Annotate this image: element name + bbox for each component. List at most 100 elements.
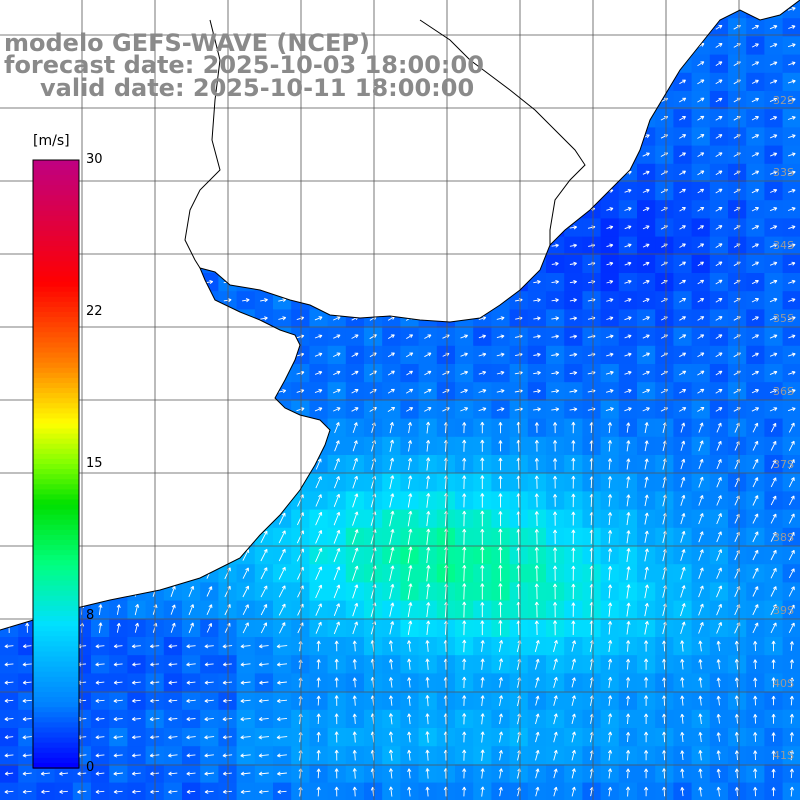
wind-arrow [626,713,631,725]
wind-arrow [113,644,123,649]
wind-arrow [204,680,214,685]
wind-arrow [716,659,721,670]
wind-arrow [498,583,503,600]
wind-arrow [205,279,214,285]
colorbar-segment [33,251,79,258]
wind-arrow [751,316,759,321]
wind-arrow [753,713,758,724]
wind-arrow [770,477,777,488]
wind-arrow [40,771,50,776]
wind-arrow [498,750,503,761]
wind-arrow [204,717,214,722]
wind-arrow [788,25,796,29]
wind-arrow [715,79,723,85]
wind-arrow [426,511,431,527]
wind-arrow [389,457,395,471]
colorbar-segment [33,702,79,708]
wind-arrow [406,334,414,339]
wind-arrow [716,621,723,634]
wind-arrow [186,753,196,758]
wind-arrow [770,188,778,193]
wind-arrow [240,662,251,667]
colorbar-segment [33,631,79,638]
wind-arrow [770,513,777,524]
wind-arrow [680,512,686,525]
wind-arrow [352,493,359,508]
wind-arrow [569,352,578,357]
wind-arrow [771,677,776,688]
wind-arrow [498,421,503,434]
wind-arrow [662,731,667,743]
wind-arrow [770,116,778,121]
wind-arrow [352,511,359,526]
wind-arrow [278,566,286,580]
wind-arrow [351,407,359,412]
wind-arrow [222,698,232,703]
wind-arrow [131,644,141,649]
wind-arrow [571,620,576,636]
wind-arrow [751,225,760,230]
wind-arrow [258,698,269,703]
wind-arrow [680,695,685,706]
wind-arrow [407,565,413,582]
wind-arrow [770,152,778,157]
wind-arrow [697,225,704,230]
wind-arrow [697,298,705,303]
wind-arrow [626,566,631,581]
wind-arrow [606,352,614,357]
wind-arrow [258,735,270,740]
wind-arrow [770,549,777,561]
wind-arrow [388,695,394,706]
wind-arrow [4,662,14,667]
wind-arrow [95,680,105,685]
wind-arrow [769,134,778,139]
wind-arrow [788,61,796,66]
wind-arrow [134,603,140,616]
wind-arrow [679,389,687,394]
wind-arrow [168,717,178,722]
wind-arrow [4,698,14,703]
wind-arrow [480,620,485,636]
wind-arrow [333,529,341,544]
wind-arrow [642,298,650,303]
wind-arrow [571,457,576,471]
colorbar-segment [33,590,79,597]
wind-arrow [553,639,558,653]
colorbar-segment [33,190,79,197]
wind-arrow [644,750,649,761]
wind-arrow [4,644,14,649]
wind-arrow [315,476,322,489]
colorbar-segment [33,585,79,592]
wind-arrow [535,731,540,743]
colorbar-segment [33,717,79,724]
wind-arrow [405,352,414,358]
wind-arrow [680,422,686,433]
wind-arrow [352,621,359,635]
wind-arrow [770,495,777,506]
wind-arrow [662,713,667,724]
wind-arrow [569,243,577,248]
wind-arrow [642,407,650,412]
colorbar-segment [33,712,79,719]
wind-arrow [553,768,558,779]
wind-arrow [186,662,196,667]
wind-arrow [480,475,485,490]
wind-arrow [242,622,249,634]
wind-arrow [698,640,703,652]
colorbar-segment [33,555,79,562]
colorbar-segment [33,327,79,334]
wind-arrow [642,243,650,248]
wind-arrow [607,440,613,452]
colorbar-segment [33,281,79,288]
wind-arrow [533,352,541,357]
wind-arrow [716,786,721,797]
wind-arrow [277,789,287,794]
wind-arrow [788,513,795,524]
wind-arrow [662,786,667,797]
wind-arrow [222,735,232,740]
wind-arrow [22,662,32,667]
wind-arrow [315,566,323,580]
wind-arrow [789,713,794,724]
colorbar-segment [33,175,79,182]
wind-arrow [442,389,450,394]
